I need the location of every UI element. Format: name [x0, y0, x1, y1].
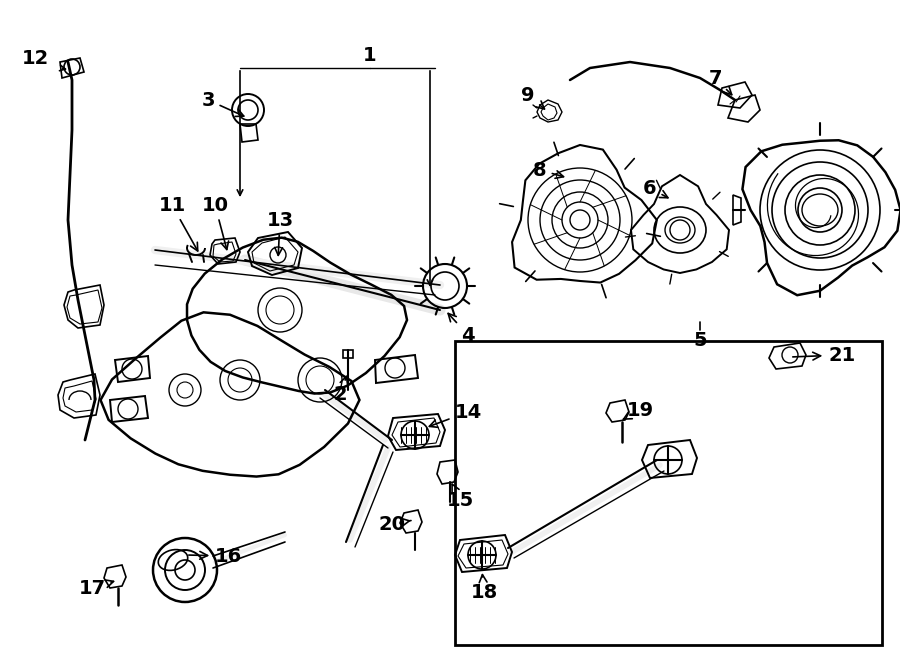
Text: 1: 1 [364, 46, 377, 64]
Text: 7: 7 [708, 68, 732, 95]
Text: 18: 18 [471, 575, 498, 602]
Text: 13: 13 [266, 211, 293, 256]
Text: 11: 11 [158, 195, 198, 251]
Text: 3: 3 [202, 91, 244, 117]
Text: 4: 4 [448, 313, 475, 344]
Text: 15: 15 [446, 484, 473, 510]
Bar [454, 341, 882, 645]
Text: 8: 8 [533, 160, 563, 179]
Text: 2: 2 [333, 377, 347, 404]
Text: 16: 16 [189, 547, 242, 565]
Text: 21: 21 [793, 346, 855, 365]
Text: 20: 20 [379, 514, 411, 534]
Text: 17: 17 [78, 579, 113, 598]
Text: 10: 10 [202, 195, 229, 250]
Text: 19: 19 [623, 401, 653, 420]
Text: 9: 9 [521, 85, 544, 109]
Text: 6: 6 [644, 179, 668, 198]
Text: 12: 12 [22, 48, 49, 68]
Text: 14: 14 [429, 402, 482, 427]
Text: 5: 5 [693, 330, 706, 350]
